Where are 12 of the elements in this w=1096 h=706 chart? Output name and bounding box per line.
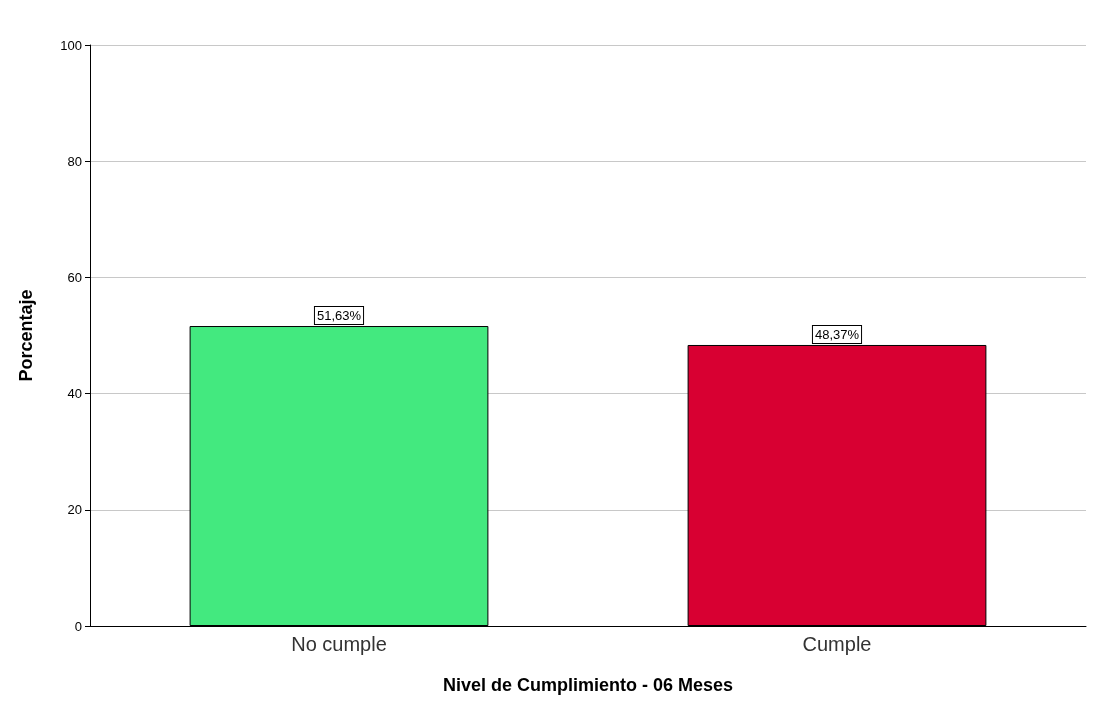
y-tick-label: 0 [74,618,82,634]
y-tick-label: 40 [67,386,82,402]
y-tick-label: 80 [67,153,82,169]
x-axis-title: Nivel de Cumplimiento - 06 Meses [442,675,734,695]
x-tick-label: Cumple [802,633,872,655]
x-tick-label: No cumple [291,633,387,655]
y-axis-title: Porcentaje [16,289,36,382]
data-label: 51,63% [316,308,362,324]
y-tick-label: 100 [60,37,82,53]
y-tick-label: 60 [67,269,82,285]
y-tick-label: 20 [67,502,82,518]
data-label: 48,37% [814,326,860,342]
